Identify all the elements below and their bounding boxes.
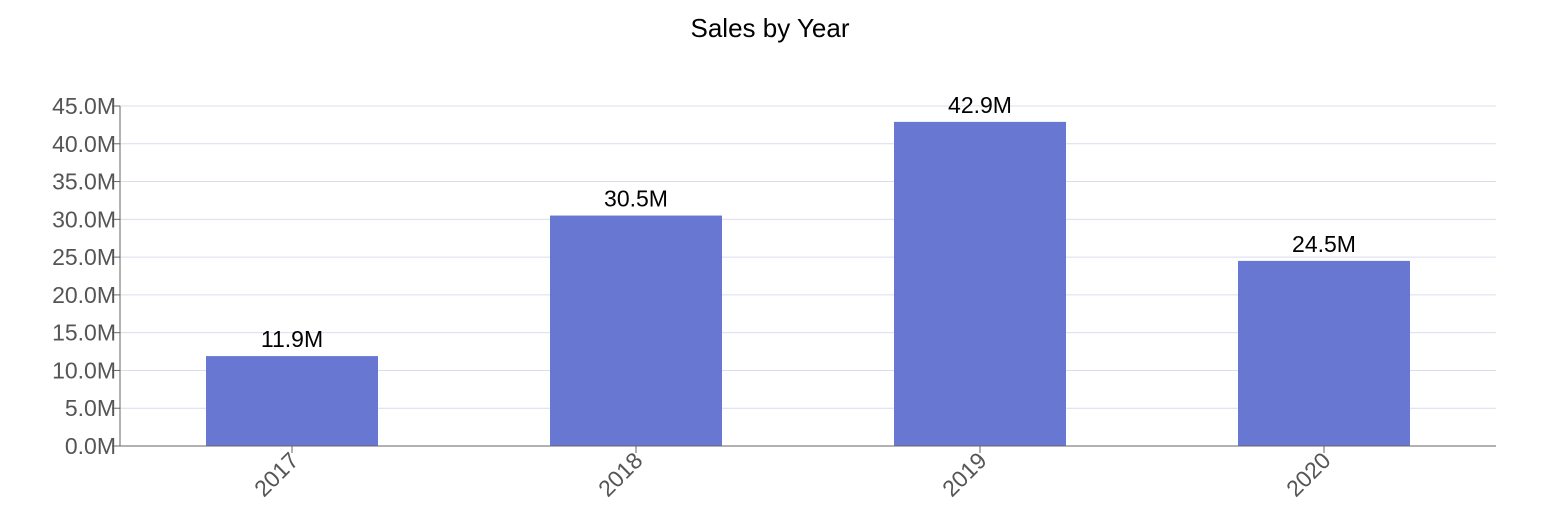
data-label: 24.5M — [1292, 231, 1356, 257]
y-tick-label: 20.0M — [52, 282, 116, 308]
x-tick-label: 2018 — [593, 447, 648, 502]
y-tick-label: 30.0M — [52, 206, 116, 232]
data-label: 42.9M — [948, 92, 1012, 118]
bar-2017 — [206, 356, 378, 446]
y-tick-label: 5.0M — [65, 395, 116, 421]
data-label: 30.5M — [604, 186, 668, 212]
y-tick-label: 10.0M — [52, 357, 116, 383]
data-label: 11.9M — [261, 326, 323, 352]
y-tick-label: 15.0M — [52, 320, 116, 346]
y-tick-label: 40.0M — [52, 131, 116, 157]
y-tick-label: 35.0M — [52, 169, 116, 195]
x-tick-label: 2017 — [249, 447, 304, 502]
chart-title: Sales by Year — [690, 13, 849, 43]
bar-2020 — [1238, 260, 1410, 446]
x-tick-label: 2019 — [937, 447, 992, 502]
bar-2019 — [894, 121, 1066, 446]
y-tick-label: 0.0M — [65, 433, 116, 459]
data-labels: 11.9M 30.5M 42.9M 24.5M — [261, 92, 1356, 352]
y-tick-label: 45.0M — [52, 93, 116, 119]
bar-2018 — [550, 215, 722, 446]
bars — [206, 121, 1410, 446]
y-tick-label: 25.0M — [52, 244, 116, 270]
x-tick-label: 2020 — [1281, 447, 1336, 502]
